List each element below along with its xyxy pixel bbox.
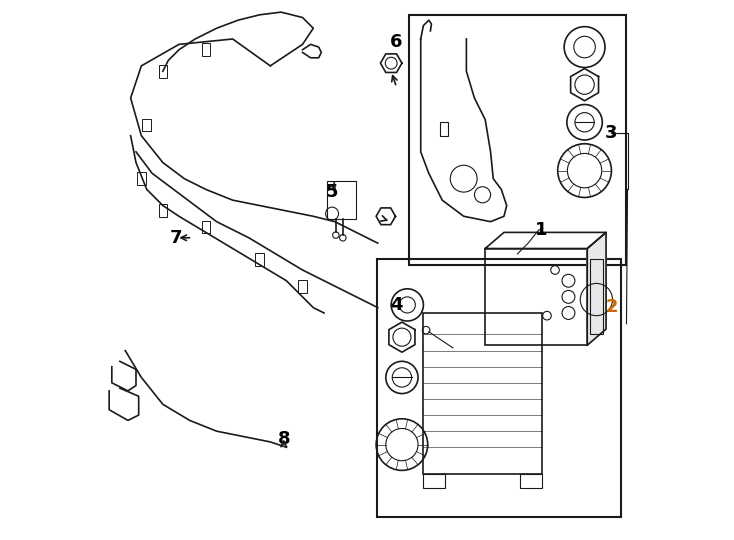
Bar (590, 259, 603, 334)
Text: 8: 8 (277, 430, 290, 448)
Bar (409, 15, 627, 265)
Text: 4: 4 (390, 296, 403, 314)
Bar (298, 280, 307, 293)
Bar (485, 248, 587, 345)
Bar (520, 474, 542, 488)
Bar (202, 220, 210, 233)
Text: 6: 6 (390, 33, 403, 51)
Text: 3: 3 (606, 124, 618, 142)
Polygon shape (587, 232, 606, 345)
Bar (137, 172, 145, 185)
Bar (424, 474, 445, 488)
Text: 5: 5 (326, 183, 338, 201)
Bar (255, 253, 264, 266)
Polygon shape (485, 232, 606, 248)
Bar (202, 43, 210, 56)
Bar (424, 313, 542, 474)
Text: 2: 2 (606, 298, 618, 315)
Text: 1: 1 (535, 221, 548, 239)
Bar (159, 65, 167, 78)
Polygon shape (302, 44, 321, 58)
Text: 7: 7 (170, 229, 183, 247)
Bar (440, 122, 448, 136)
Bar (142, 118, 151, 131)
Bar (377, 259, 621, 517)
Bar (327, 181, 356, 219)
Bar (159, 205, 167, 218)
